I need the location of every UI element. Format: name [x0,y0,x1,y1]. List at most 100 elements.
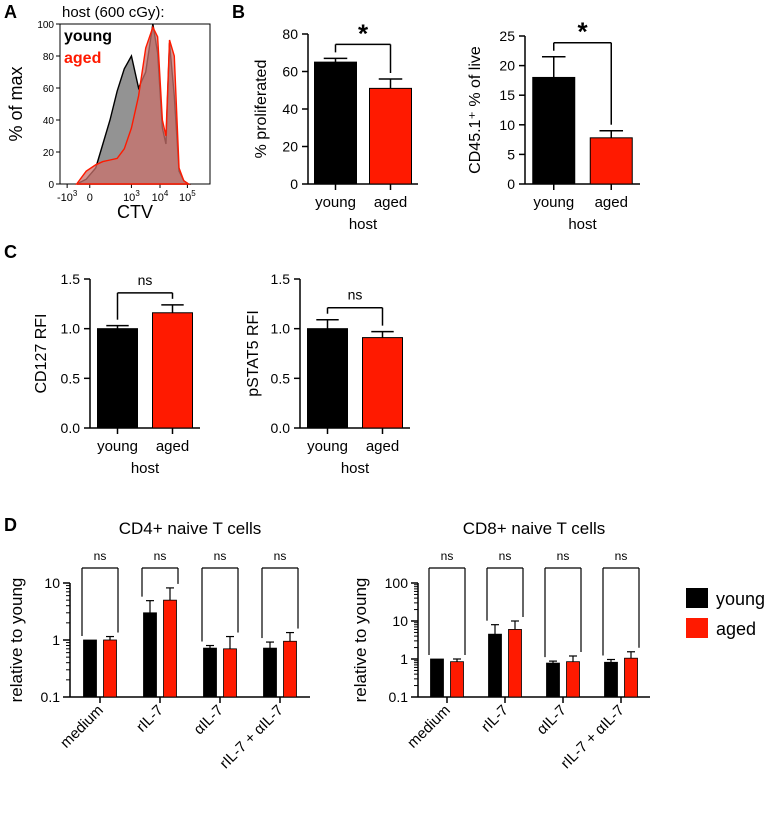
y-tick-label: 1 [52,632,60,648]
bar-young [83,639,97,698]
x-tick-label: 104 [152,189,169,204]
significance-label: ns [441,549,454,563]
x-tick-label: young [97,438,138,455]
y-tick-label: 1 [400,651,408,667]
x-tick-label: αIL-7 [190,702,226,738]
y-tick-label: 0.1 [389,689,409,705]
x-tick-label: young [533,194,574,211]
y-tick-label: 10 [392,613,408,629]
y-tick-label: 25 [499,28,515,44]
bar-young [546,662,560,698]
y-tick-label: 1.0 [61,321,81,337]
y-tick-label: 20 [43,148,55,159]
x-tick-label: aged [595,194,628,211]
significance-label: ns [557,549,570,563]
chart-title: CD8+ naive T cells [463,519,606,538]
y-tick-label: 20 [282,139,298,155]
bar-aged [152,312,193,429]
bar-young [307,328,348,429]
bar-aged [163,599,177,698]
y-tick-label: 0.5 [271,370,291,386]
y-tick-label: 15 [499,87,515,103]
y-tick-label: 0.5 [61,370,81,386]
legend-aged: aged [64,50,101,67]
significance-label: ns [615,549,628,563]
significance-label: ns [274,549,287,563]
y-tick-label: 0 [290,176,298,192]
y-axis-label: % of max [6,66,26,141]
bar-aged [103,639,117,698]
panel-label-B: B [232,2,245,22]
significance-label: ns [94,549,107,563]
x-axis-label: CTV [117,202,153,222]
x-tick-label: αIL-7 [533,702,569,738]
y-tick-label: 1.5 [61,271,81,287]
y-tick-label: 1.0 [271,321,291,337]
x-axis-label: host [349,216,378,233]
x-tick-label: rIL-7 + αIL-7 [216,702,286,772]
x-tick-label: medium [57,702,107,752]
y-tick-label: 100 [385,575,409,591]
bar-aged [369,87,412,185]
y-tick-label: 40 [43,116,55,127]
y-axis-label: relative to young [351,578,370,703]
x-tick-label: rIL-7 [478,702,512,736]
legend-young: young [716,589,765,609]
y-axis-label: CD45.1⁺ % of live [467,46,484,174]
bar-young [314,61,357,185]
bar-young [203,647,217,698]
chart-title: CD4+ naive T cells [119,519,262,538]
x-tick-label: aged [366,438,399,455]
y-tick-label: 60 [43,84,55,95]
bar-aged [362,337,403,429]
y-tick-label: 10 [44,575,60,591]
panel-label-A: A [4,2,17,22]
significance-label: ns [348,287,363,303]
y-tick-label: 100 [37,20,54,31]
legend-swatch-young [686,588,708,608]
y-tick-label: 40 [282,101,298,117]
y-tick-label: 0.1 [41,689,61,705]
bar-aged [450,661,464,698]
legend-aged: aged [716,619,756,639]
x-tick-label: medium [404,702,454,752]
x-axis-label: host [341,460,370,477]
y-tick-label: 0 [507,176,515,192]
x-axis-label: host [568,216,597,233]
x-tick-label: rIL-7 [133,702,167,736]
x-tick-label: -103 [57,189,78,204]
y-axis-label: % proliferated [253,60,270,159]
y-axis-label: pSTAT5 RFI [245,310,262,397]
x-tick-label: 105 [179,189,196,204]
bar-young [488,633,502,698]
y-axis-label: CD127 RFI [33,313,50,393]
significance-label: * [577,17,588,47]
significance-label: ns [138,272,153,288]
y-tick-label: 5 [507,146,515,162]
bar-young [532,76,576,185]
bar-young [263,647,277,698]
significance-label: ns [499,549,512,563]
legend-swatch-aged [686,618,708,638]
bar-aged [566,661,580,698]
legend-young: young [64,28,112,45]
bar-aged [508,629,522,698]
x-axis-label: host [131,460,160,477]
y-tick-label: 80 [282,26,298,42]
y-tick-label: 0.0 [61,420,81,436]
y-tick-label: 0 [48,180,54,191]
y-tick-label: 0.0 [271,420,291,436]
bar-aged [589,137,633,185]
x-tick-label: young [307,438,348,455]
bar-aged [283,640,297,698]
significance-label: ns [214,549,227,563]
y-tick-label: 20 [499,58,515,74]
bar-aged [624,657,638,698]
x-tick-label: 0 [87,192,93,204]
x-tick-label: young [315,194,356,211]
y-tick-label: 80 [43,52,55,63]
bar-young [430,658,444,698]
chart-title: host (600 cGy): [62,4,165,21]
y-tick-label: 10 [499,117,515,133]
